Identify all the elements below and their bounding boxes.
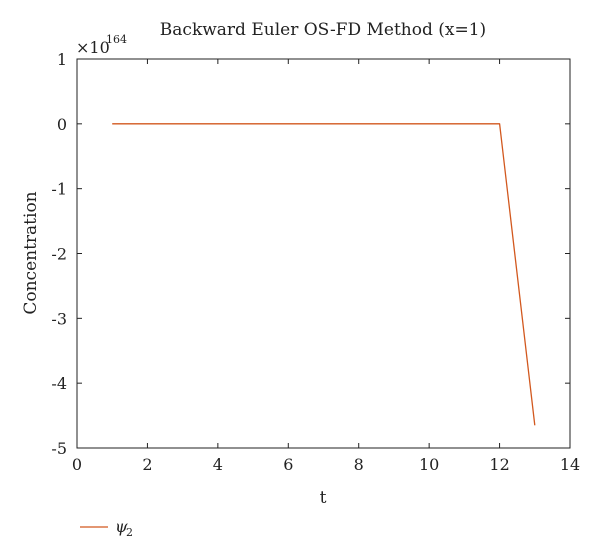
x-tick-label: 12 (489, 455, 509, 474)
x-axis-label: t (320, 488, 327, 508)
y-multiplier-exponent: 164 (106, 33, 127, 46)
y-tick-label: -2 (51, 245, 67, 264)
y-tick-label: 1 (57, 50, 67, 69)
y-tick-label: -4 (51, 374, 67, 393)
x-tick-label: 4 (213, 455, 223, 474)
legend-label: ψ (115, 517, 128, 536)
x-tick-label: 2 (142, 455, 152, 474)
x-tick-label: 14 (560, 455, 580, 474)
y-tick-label: -3 (51, 309, 67, 328)
legend-label-subscript: 2 (126, 526, 133, 539)
y-tick-label: -5 (51, 439, 67, 458)
y-multiplier-base: ×10 (76, 38, 110, 57)
x-tick-label: 8 (354, 455, 364, 474)
series-line (112, 123, 536, 426)
chart-title: Backward Euler OS-FD Method (x=1) (160, 20, 486, 40)
y-tick-label: -1 (51, 180, 67, 199)
series-layer (112, 123, 536, 426)
plot-area (76, 58, 571, 449)
y-multiplier: ×10 164 (76, 33, 127, 57)
y-tick-label: 0 (57, 115, 67, 134)
x-tick-label: 10 (419, 455, 439, 474)
y-axis-label: Concentration (21, 191, 41, 314)
x-axis: 0 2 4 6 8 10 12 14 (72, 59, 580, 474)
x-tick-label: 6 (283, 455, 293, 474)
y-axis: 1 0 -1 -2 -3 -4 -5 (51, 50, 570, 458)
legend: ψ 2 (80, 517, 133, 539)
x-tick-label: 0 (72, 455, 82, 474)
